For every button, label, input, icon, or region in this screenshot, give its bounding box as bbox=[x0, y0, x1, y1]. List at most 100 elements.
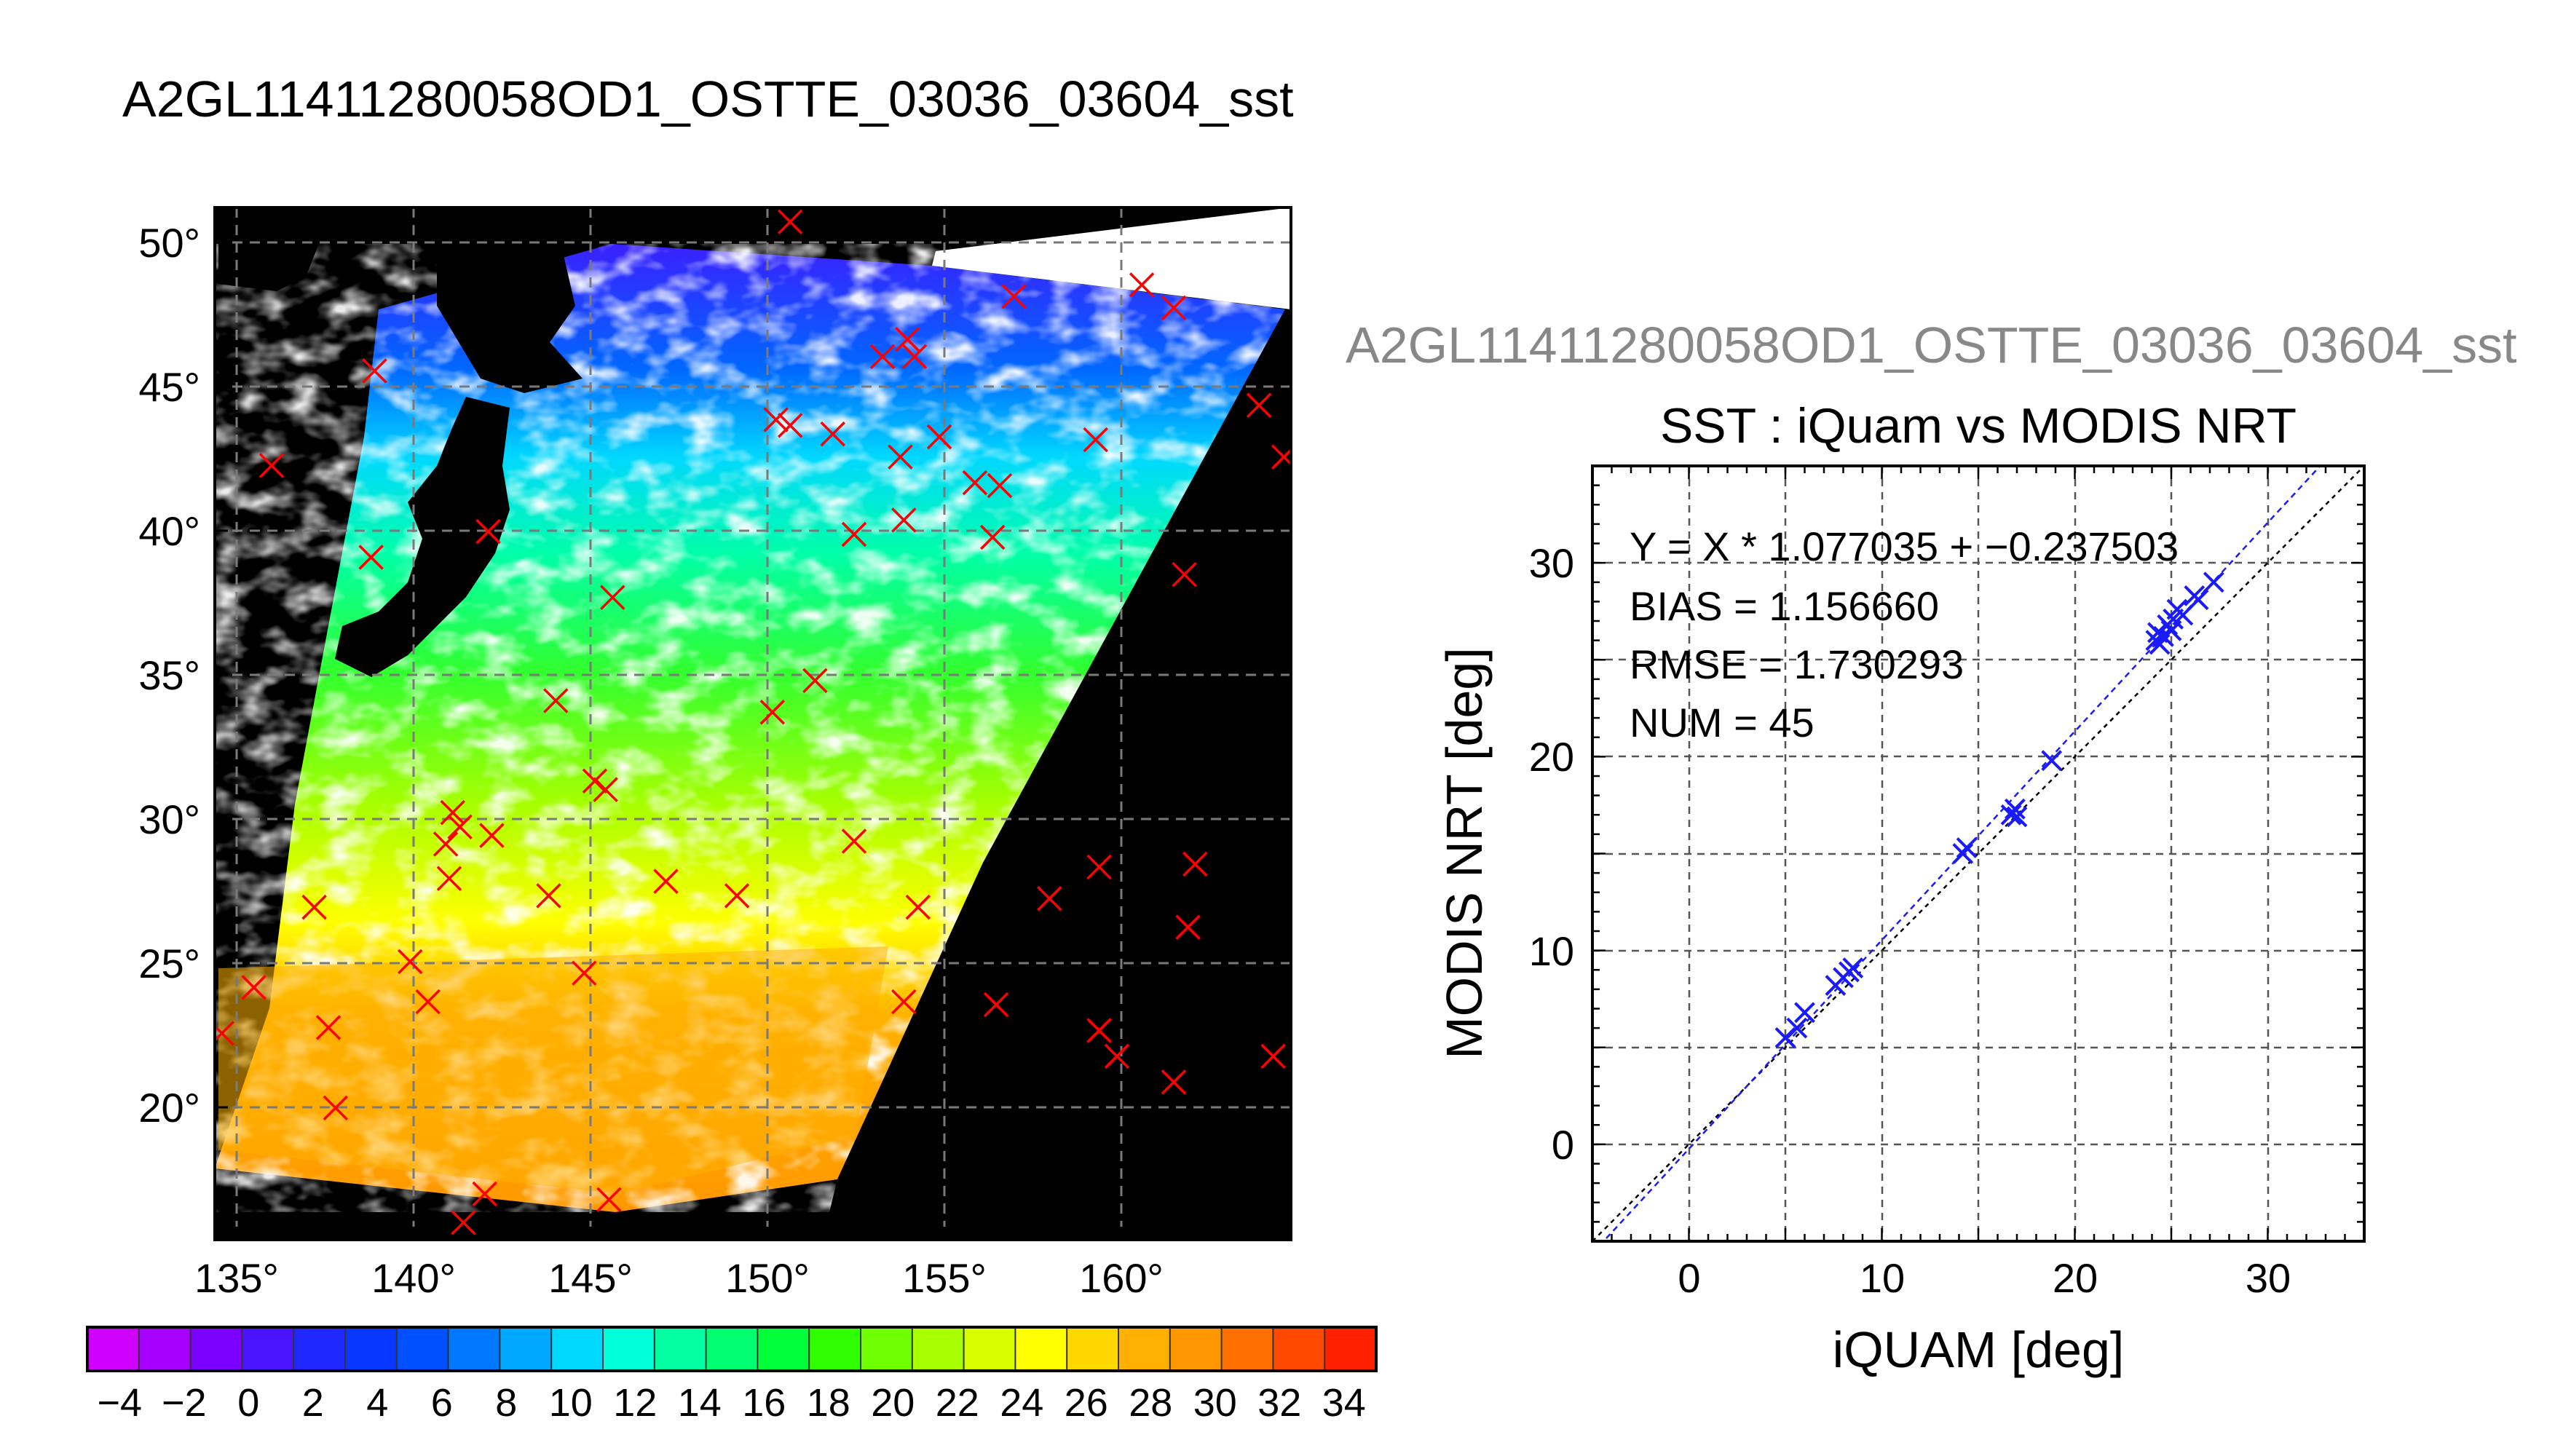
in-situ-marker bbox=[596, 1187, 622, 1213]
land-hokkaido bbox=[437, 207, 583, 393]
y-tick-labels: 0 10 20 30 bbox=[1529, 540, 1574, 1168]
colorbar-label: −2 bbox=[162, 1381, 207, 1425]
scatter-point bbox=[2006, 806, 2028, 828]
land-honshu bbox=[335, 397, 510, 677]
colorbar-cell bbox=[757, 1327, 810, 1371]
map-ticks bbox=[215, 241, 1123, 1240]
in-situ-marker bbox=[301, 894, 327, 920]
in-situ-marker bbox=[1001, 283, 1027, 309]
colorbar-cell bbox=[912, 1327, 965, 1371]
scatter-points bbox=[1774, 571, 2224, 1048]
in-situ-marker bbox=[1182, 851, 1208, 877]
colorbar-frame bbox=[86, 1326, 1378, 1372]
fit-annotations: Y = X * 1.077035 + −0.237503 BIAS = 1.15… bbox=[1630, 523, 2179, 745]
bias-value: BIAS = 1.156660 bbox=[1630, 583, 1939, 629]
in-situ-marker bbox=[1086, 1018, 1112, 1043]
x-tick-label: 20 bbox=[2053, 1255, 2098, 1301]
colorbar-label: 22 bbox=[936, 1381, 979, 1425]
colorbar-label: 12 bbox=[613, 1381, 657, 1425]
in-situ-marker bbox=[891, 989, 917, 1015]
in-situ-marker bbox=[777, 209, 803, 234]
lat-tick-label: 45° bbox=[138, 364, 200, 410]
lat-tick-label: 40° bbox=[138, 508, 200, 554]
in-situ-marker bbox=[1086, 854, 1112, 880]
in-situ-marker bbox=[653, 869, 679, 894]
colorbar-cell bbox=[190, 1327, 242, 1371]
in-situ-marker bbox=[724, 883, 750, 909]
in-situ-marker bbox=[215, 1021, 234, 1046]
in-situ-marker bbox=[593, 777, 618, 802]
in-situ-marker bbox=[962, 470, 988, 496]
rmse-value: RMSE = 1.730293 bbox=[1630, 641, 1964, 687]
in-situ-marker bbox=[479, 823, 505, 848]
colorbar-label: 8 bbox=[495, 1381, 517, 1425]
x-tick-label: 30 bbox=[2246, 1255, 2291, 1301]
in-situ-marker bbox=[600, 585, 625, 610]
sst-map: 135° 140° 145° 150° 155° 160° 50° 45° 40… bbox=[138, 206, 1292, 1301]
scatter-point bbox=[2203, 571, 2224, 593]
scatter-point bbox=[1786, 1017, 1808, 1039]
colorbar-label: 20 bbox=[871, 1381, 915, 1425]
y-tick-label: 10 bbox=[1529, 928, 1574, 974]
lon-tick-label: 160° bbox=[1079, 1255, 1164, 1301]
colorbar-cell bbox=[1273, 1327, 1325, 1371]
in-situ-marker bbox=[869, 344, 896, 370]
lat-tick-labels: 50° 45° 40° 35° 30° 25° 20° bbox=[138, 220, 200, 1131]
in-situ-marker bbox=[358, 545, 384, 570]
colorbar-label: 4 bbox=[366, 1381, 388, 1425]
scatter-point bbox=[2187, 589, 2209, 611]
in-situ-marker bbox=[894, 326, 920, 352]
lon-tick-label: 150° bbox=[725, 1255, 810, 1301]
colorbar-label: 14 bbox=[678, 1381, 722, 1425]
colorbar-cell bbox=[138, 1327, 191, 1371]
colorbar-cell bbox=[1324, 1327, 1377, 1371]
in-situ-marker bbox=[1083, 427, 1108, 453]
scatter-frame bbox=[1591, 464, 2366, 1243]
in-situ-marker bbox=[905, 894, 931, 920]
x-tick-label: 0 bbox=[1678, 1255, 1700, 1301]
in-situ-marker bbox=[891, 507, 917, 533]
in-situ-marker bbox=[901, 344, 928, 370]
in-situ-markers bbox=[215, 209, 1291, 1235]
colorbar-label: 6 bbox=[431, 1381, 453, 1425]
in-situ-marker bbox=[315, 1015, 341, 1040]
colorbar-cell bbox=[654, 1327, 707, 1371]
y-tick-label: 0 bbox=[1552, 1122, 1574, 1168]
identity-line bbox=[1592, 466, 2364, 1241]
colorbar-cell bbox=[242, 1327, 294, 1371]
in-situ-marker bbox=[447, 814, 473, 840]
colorbar-cell bbox=[861, 1327, 913, 1371]
y-tick-label: 30 bbox=[1529, 540, 1574, 586]
regression-equation: Y = X * 1.077035 + −0.237503 bbox=[1630, 523, 2179, 569]
colorbar-cell bbox=[1118, 1327, 1171, 1371]
in-situ-marker bbox=[980, 524, 1006, 550]
in-situ-marker bbox=[820, 421, 845, 447]
in-situ-marker bbox=[1037, 886, 1062, 911]
in-situ-marker bbox=[258, 453, 285, 478]
in-situ-marker bbox=[841, 521, 867, 547]
colorbar-cell bbox=[499, 1327, 552, 1371]
y-axis-label: MODIS NRT [deg] bbox=[1436, 647, 1493, 1059]
in-situ-marker bbox=[1175, 914, 1201, 940]
colorbar-labels: −4 −2 0 2 4 6 8 10 12 14 16 18 20 22 24 … bbox=[97, 1381, 1365, 1425]
lat-tick-label: 20° bbox=[138, 1085, 200, 1131]
figure-title: A2GL11411280058OD1_OSTTE_03036_03604_sst bbox=[122, 71, 1294, 127]
in-situ-marker bbox=[841, 828, 867, 854]
lon-tick-label: 140° bbox=[371, 1255, 456, 1301]
lon-tick-label: 135° bbox=[194, 1255, 279, 1301]
colorbar-label: 24 bbox=[1000, 1381, 1043, 1425]
lat-tick-label: 50° bbox=[138, 220, 200, 266]
scatter-point bbox=[2004, 798, 2026, 820]
x-axis-label: iQUAM [deg] bbox=[1833, 1321, 2125, 1378]
lon-tick-label: 155° bbox=[902, 1255, 987, 1301]
y-tick-label: 20 bbox=[1529, 734, 1574, 780]
in-situ-marker bbox=[802, 668, 828, 694]
scatter-title: SST : iQuam vs MODIS NRT bbox=[1660, 398, 2297, 454]
num-value: NUM = 45 bbox=[1630, 700, 1814, 745]
in-situ-marker bbox=[475, 518, 501, 545]
colorbar-cell bbox=[396, 1327, 449, 1371]
colorbar-label: 28 bbox=[1129, 1381, 1172, 1425]
in-situ-marker bbox=[436, 866, 462, 891]
colorbar-label: 0 bbox=[237, 1381, 259, 1425]
colorbar-label: 26 bbox=[1065, 1381, 1108, 1425]
